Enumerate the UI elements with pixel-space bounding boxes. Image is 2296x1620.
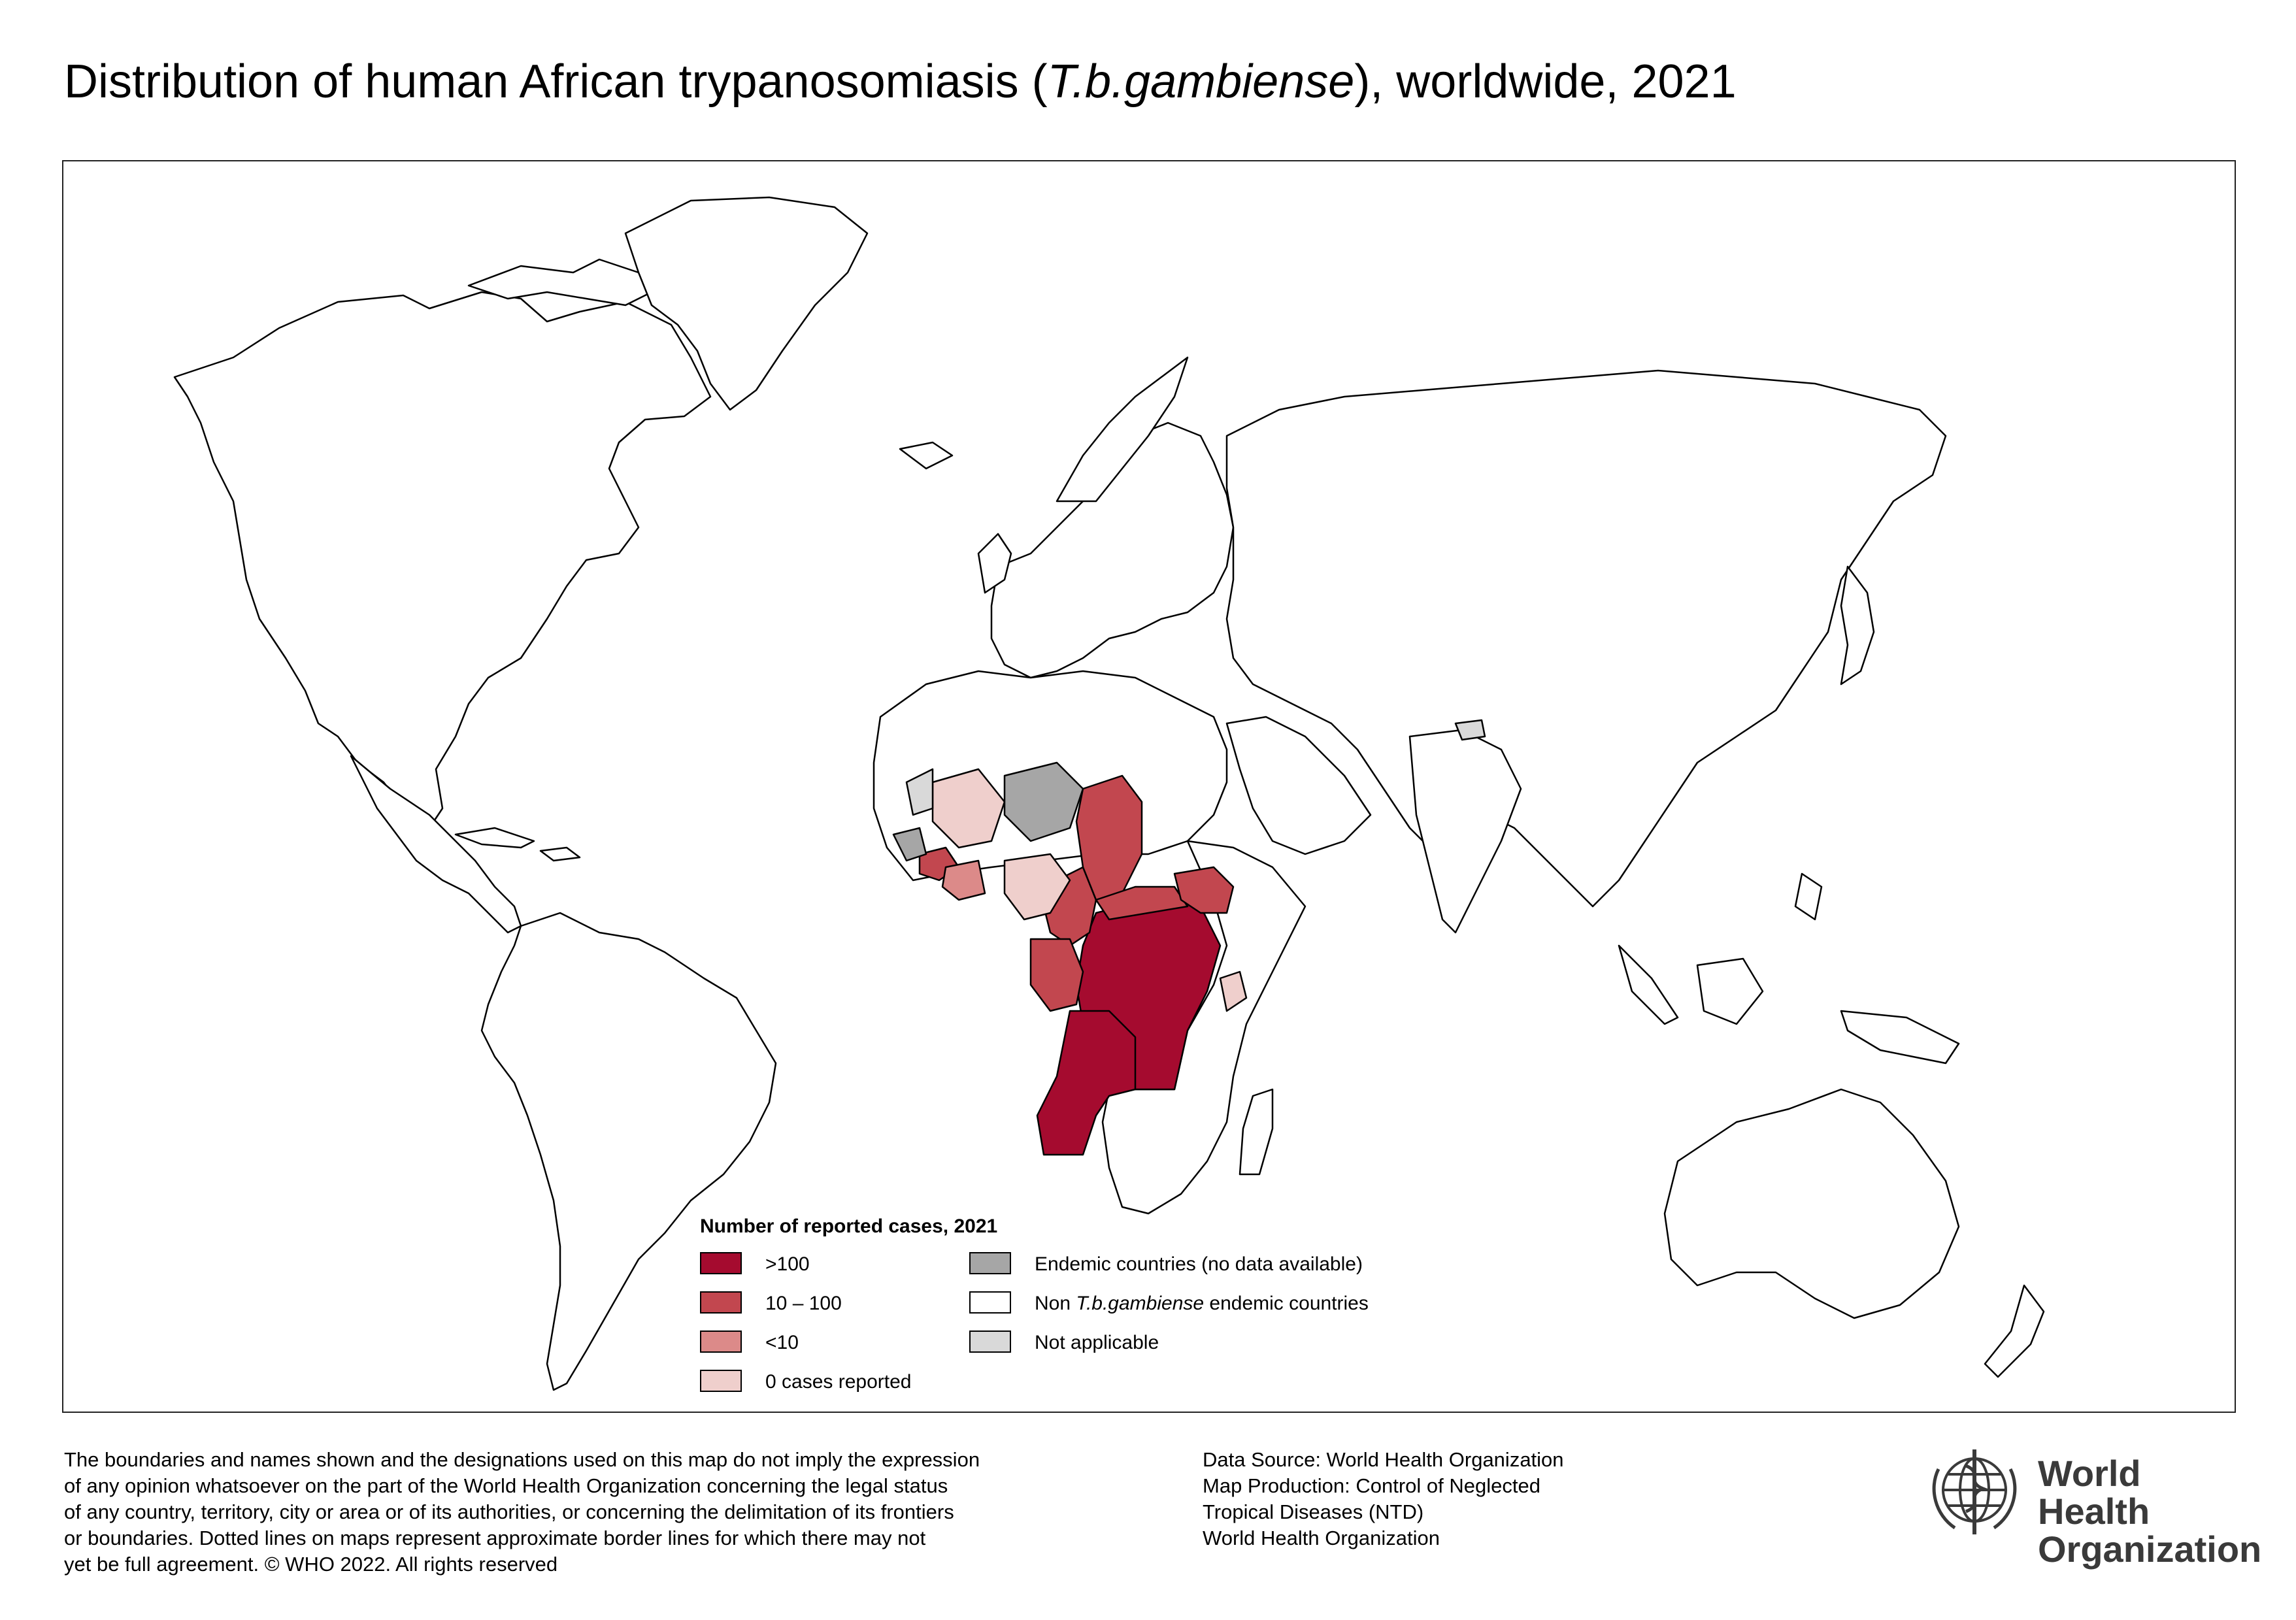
new-guinea: [1840, 1010, 1960, 1065]
country-mali-zero: [931, 768, 1006, 849]
who-wordmark: World Health Organization: [2038, 1455, 2261, 1568]
map-title: Distribution of human African trypanosom…: [64, 55, 1737, 108]
arabian-peninsula: [1225, 716, 1372, 855]
country-ivory-coast-under-10: [941, 859, 986, 901]
title-italic: T.b.gambiense: [1047, 56, 1355, 108]
scandinavia: [1056, 356, 1189, 503]
iceland: [899, 441, 954, 470]
legend-label-suffix: endemic countries: [1204, 1293, 1369, 1314]
legend-label: Non T.b.gambiense endemic countries: [1035, 1293, 1369, 1315]
world-map: [62, 160, 2236, 1413]
india: [1408, 729, 1522, 934]
country-congo-gabon-10-100: [1029, 938, 1084, 1012]
who-line2: Organization: [2038, 1529, 2262, 1570]
disclaimer-line: The boundaries and names shown and the d…: [64, 1448, 980, 1471]
north-america-landmass: [173, 291, 712, 829]
philippines: [1794, 872, 1823, 921]
legend-swatch: [700, 1252, 742, 1274]
asia-landmass: [1225, 369, 1947, 908]
mexico-central-america: [350, 755, 522, 934]
disclaimer-line: or boundaries. Dotted lines on maps repr…: [64, 1527, 926, 1549]
legend-label: <10: [765, 1332, 799, 1353]
source-line: Data Source: World Health Organization: [1203, 1448, 1564, 1471]
legend-label: Not applicable: [1035, 1332, 1159, 1353]
borneo: [1696, 957, 1764, 1025]
legend-swatch: [700, 1291, 742, 1314]
country-south-sudan-10-100: [1173, 866, 1235, 914]
legend-label-prefix: Non: [1035, 1293, 1076, 1314]
country-angola-over-100: [1036, 1010, 1137, 1156]
greenland: [624, 196, 869, 411]
source-line: Map Production: Control of Neglected: [1203, 1474, 1540, 1497]
new-zealand: [1984, 1284, 2045, 1378]
data-source: Data Source: World Health Organization M…: [1203, 1447, 1660, 1551]
legend-label: Endemic countries (no data available): [1035, 1253, 1363, 1275]
title-suffix: ), worldwide, 2021: [1354, 56, 1737, 108]
source-line: World Health Organization: [1203, 1527, 1440, 1549]
south-america-landmass: [480, 912, 777, 1391]
africa-east-south: [1101, 840, 1306, 1215]
who-logo: World Health Organization: [1925, 1443, 2261, 1568]
caribbean-cuba: [454, 827, 535, 849]
legend-label-italic: T.b.gambiense: [1076, 1293, 1205, 1314]
legend-label: >100: [765, 1253, 810, 1275]
country-western-sahara-na: [905, 768, 934, 816]
legend-swatch: [969, 1252, 1011, 1274]
source-line: Tropical Diseases (NTD): [1203, 1500, 1424, 1523]
country-car-10-100: [1095, 885, 1189, 921]
disclaimer: The boundaries and names shown and the d…: [64, 1447, 1097, 1578]
who-emblem-icon: [1932, 1449, 2017, 1534]
disclaimer-line: yet be full agreement. © WHO 2022. All r…: [64, 1553, 558, 1576]
australia: [1663, 1088, 1960, 1319]
map-legend: Number of reported cases, 2021 >100 10 –…: [695, 1212, 1466, 1408]
disclaimer-line: of any opinion whatsoever on the part of…: [64, 1474, 948, 1497]
country-uganda-zero: [1219, 970, 1248, 1012]
title-prefix: Distribution of human African trypanosom…: [64, 56, 1048, 108]
legend-label: 0 cases reported: [765, 1371, 912, 1393]
caribbean-hispaniola: [539, 846, 581, 862]
legend-swatch: [969, 1331, 1011, 1353]
uk-ireland: [977, 533, 1012, 594]
madagascar: [1239, 1088, 1274, 1176]
japan: [1840, 565, 1875, 686]
world-map-svg: [173, 196, 2045, 1391]
country-niger-nodata: [1003, 761, 1084, 842]
country-nigeria-zero: [1003, 853, 1071, 921]
who-line1: World Health: [2038, 1453, 2150, 1532]
legend-label: 10 – 100: [765, 1293, 842, 1314]
disclaimer-line: of any country, territory, city or area …: [64, 1500, 954, 1523]
kashmir-na: [1454, 719, 1486, 741]
legend-swatch: [969, 1291, 1011, 1314]
legend-title: Number of reported cases, 2021: [700, 1215, 998, 1237]
legend-swatch: [700, 1370, 742, 1392]
sumatra: [1618, 944, 1679, 1025]
country-senegal-nodata: [892, 827, 927, 862]
legend-swatch: [700, 1331, 742, 1353]
